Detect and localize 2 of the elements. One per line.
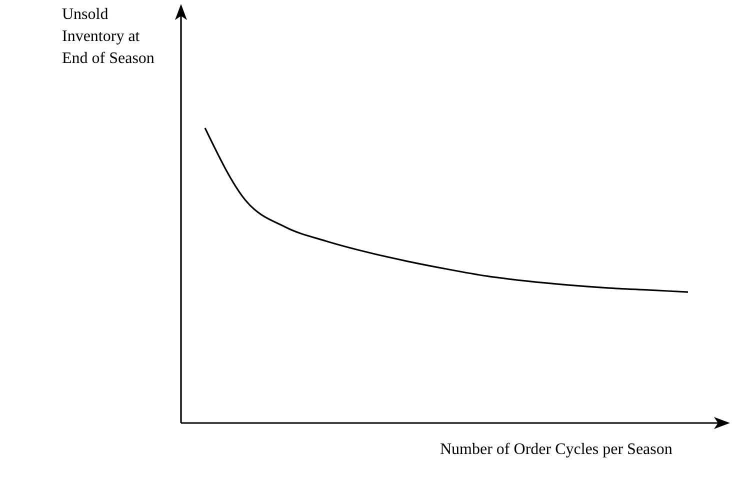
x-axis-title: Number of Order Cycles per Season <box>440 441 672 459</box>
y-axis-title: Unsold Inventory at End of Season <box>62 5 154 69</box>
